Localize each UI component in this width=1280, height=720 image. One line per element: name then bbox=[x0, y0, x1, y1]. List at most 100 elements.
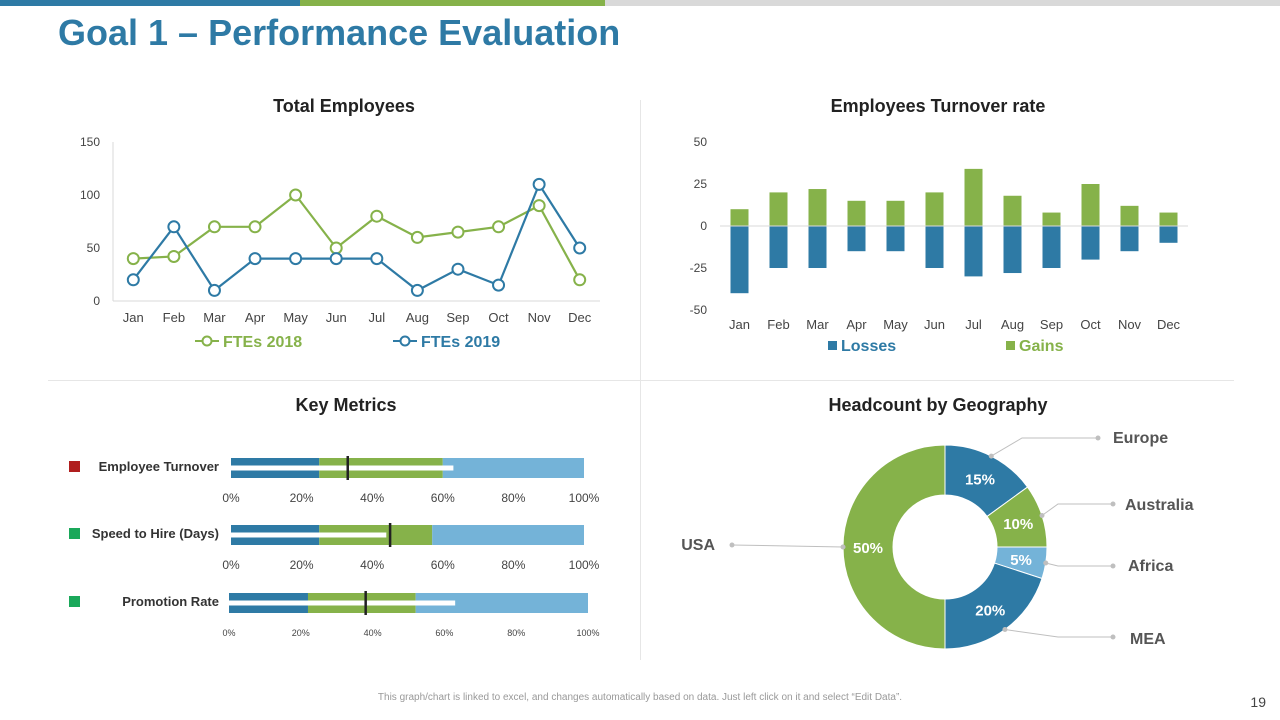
data-point bbox=[329, 241, 343, 255]
bar-gains bbox=[1003, 195, 1022, 226]
headcount-geography-title: Headcount by Geography bbox=[828, 395, 1048, 415]
x-tick-label: Dec bbox=[1157, 317, 1181, 332]
x-tick-label: Jul bbox=[368, 310, 385, 325]
bar-gains bbox=[1081, 184, 1100, 226]
region-label: MEA bbox=[1130, 631, 1166, 648]
x-tick-label: Jan bbox=[123, 310, 144, 325]
x-tick-label: 40% bbox=[360, 491, 384, 505]
legend-swatch bbox=[1006, 341, 1015, 350]
data-point bbox=[370, 209, 384, 223]
y-tick-label: 0 bbox=[93, 294, 100, 308]
y-tick-label: 50 bbox=[694, 135, 708, 149]
leader-dot bbox=[1110, 634, 1116, 640]
x-tick-label: 0% bbox=[222, 558, 240, 572]
series-line-fte-2019 bbox=[132, 182, 581, 293]
x-tick-label: Mar bbox=[203, 310, 226, 325]
metric-marker bbox=[69, 461, 80, 472]
x-tick-label: Jul bbox=[965, 317, 982, 332]
x-tick-label: Jan bbox=[729, 317, 750, 332]
data-point bbox=[289, 188, 303, 202]
legend-label: FTEs 2019 bbox=[421, 334, 500, 351]
bar-gains bbox=[1159, 212, 1178, 226]
leader-dot bbox=[840, 544, 846, 550]
total-employees-title: Total Employees bbox=[273, 96, 415, 116]
x-tick-label: May bbox=[283, 310, 308, 325]
data-point bbox=[492, 220, 506, 234]
turnover-bar-chart: 50 25 0 -25 -50 Jan Feb Mar Apr May Jun Jul Aug Sep Oc… bbox=[690, 135, 1188, 355]
top-accent-bar bbox=[0, 0, 1280, 6]
total-employees-line-chart: 0 50 100 150 Jan Feb Mar Apr May Jun Jul Aug Sep Oct N… bbox=[80, 135, 600, 351]
metric-label: Speed to Hire (Days) bbox=[92, 526, 219, 541]
metric-value-bar bbox=[229, 600, 456, 606]
data-point bbox=[207, 220, 221, 234]
y-tick-label: 100 bbox=[80, 188, 100, 202]
x-tick-label: 60% bbox=[431, 558, 455, 572]
bar-gains bbox=[964, 168, 983, 226]
x-tick-label: 40% bbox=[360, 558, 384, 572]
slice-mea bbox=[944, 562, 1043, 650]
bar-losses bbox=[1120, 226, 1139, 252]
x-tick-label: 40% bbox=[364, 628, 382, 638]
slice-percent-label: 20% bbox=[975, 602, 1005, 619]
data-point bbox=[126, 273, 140, 287]
bar-losses bbox=[925, 226, 944, 268]
data-point bbox=[492, 278, 506, 292]
leader-line bbox=[1041, 503, 1113, 516]
metric-band bbox=[442, 458, 584, 478]
leader-dot bbox=[1043, 560, 1049, 566]
bar-gains bbox=[1120, 205, 1139, 226]
bar-gains bbox=[925, 192, 944, 226]
metric-value-bar bbox=[231, 465, 454, 471]
metric-marker bbox=[69, 596, 80, 607]
metric-band bbox=[415, 593, 588, 613]
legend-label: FTEs 2018 bbox=[223, 334, 302, 351]
x-tick-label: Oct bbox=[488, 310, 509, 325]
bar-losses bbox=[769, 226, 788, 268]
data-point bbox=[532, 177, 546, 191]
data-point bbox=[207, 283, 221, 297]
slice-percent-label: 5% bbox=[1010, 552, 1032, 569]
legend-label: Losses bbox=[841, 338, 896, 355]
slice-percent-label: 15% bbox=[965, 471, 995, 488]
legend-label: Gains bbox=[1019, 338, 1064, 355]
x-tick-label: Aug bbox=[406, 310, 429, 325]
region-label: USA bbox=[681, 537, 715, 554]
x-tick-label: Oct bbox=[1080, 317, 1101, 332]
metric-band bbox=[432, 525, 584, 545]
bar-gains bbox=[808, 189, 827, 226]
leader-dot bbox=[1039, 512, 1045, 518]
data-point bbox=[532, 199, 546, 213]
leader-line bbox=[1045, 562, 1113, 567]
leader-dot bbox=[988, 453, 994, 459]
x-tick-label: 80% bbox=[507, 628, 525, 638]
region-label: Africa bbox=[1128, 558, 1173, 575]
x-tick-label: 20% bbox=[290, 491, 314, 505]
y-tick-label: -50 bbox=[690, 303, 708, 317]
leader-dot bbox=[729, 542, 735, 548]
leader-dot bbox=[1110, 563, 1116, 569]
leader-dot bbox=[1110, 501, 1116, 507]
data-point bbox=[329, 252, 343, 266]
metric-target-marker bbox=[388, 523, 392, 547]
bar-gains bbox=[886, 200, 905, 226]
key-metrics-bullet-chart: Employee Turnover 0% 20% 40% 60% 80% 100% Speed… bbox=[69, 456, 600, 638]
data-point bbox=[248, 220, 262, 234]
page-number: 19 bbox=[1250, 694, 1266, 710]
x-tick-label: Apr bbox=[245, 310, 266, 325]
x-tick-label: 80% bbox=[501, 491, 525, 505]
x-tick-label: Sep bbox=[446, 310, 469, 325]
slice-percent-label: 50% bbox=[853, 540, 883, 557]
leader-dot bbox=[1002, 627, 1008, 633]
metric-target-marker bbox=[364, 591, 367, 615]
bar-losses bbox=[808, 226, 827, 268]
x-tick-label: 20% bbox=[292, 628, 310, 638]
bar-gains bbox=[1042, 212, 1061, 226]
x-tick-label: Sep bbox=[1040, 317, 1063, 332]
footer-note: This graph/chart is linked to excel, and… bbox=[377, 692, 903, 703]
slice-percent-label: 10% bbox=[1003, 516, 1033, 533]
x-tick-label: 0% bbox=[222, 491, 240, 505]
region-label: Australia bbox=[1125, 497, 1194, 514]
data-point bbox=[167, 249, 181, 263]
x-tick-label: Aug bbox=[1001, 317, 1024, 332]
x-tick-label: Jun bbox=[326, 310, 347, 325]
